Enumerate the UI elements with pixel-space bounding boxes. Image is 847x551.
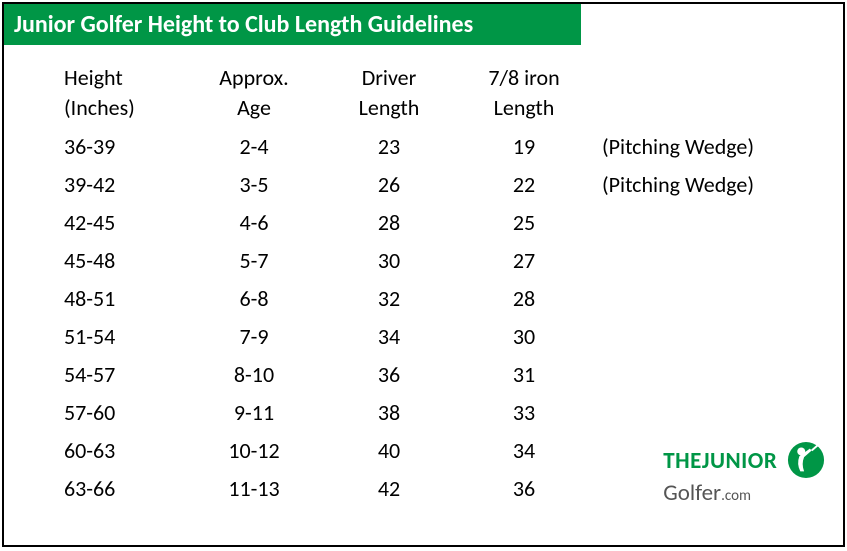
col-header-age-l2: Age — [184, 93, 324, 123]
col-header-driver-l2: Length — [324, 93, 454, 123]
cell-iron: 33 — [454, 399, 594, 426]
cell-note — [594, 209, 824, 236]
cell-age: 2-4 — [184, 133, 324, 160]
logo-dotcom: .com — [721, 487, 751, 505]
cell-iron: 22 — [454, 171, 594, 198]
cell-note — [594, 361, 824, 388]
cell-driver: 32 — [324, 285, 454, 312]
col-header-height-l1: Height — [64, 63, 184, 93]
cell-age: 10-12 — [184, 437, 324, 464]
cell-height: 36-39 — [44, 133, 184, 160]
cell-note: (Pitching Wedge) — [594, 133, 824, 160]
col-header-iron-l1: 7/8 iron — [454, 63, 594, 93]
cell-iron: 30 — [454, 323, 594, 350]
cell-note — [594, 399, 824, 426]
cell-driver: 42 — [324, 475, 454, 502]
cell-height: 63-66 — [44, 475, 184, 502]
cell-driver: 26 — [324, 171, 454, 198]
cell-note: (Pitching Wedge) — [594, 171, 824, 198]
cell-driver: 23 — [324, 133, 454, 160]
cell-iron: 19 — [454, 133, 594, 160]
cell-height: 57-60 — [44, 399, 184, 426]
cell-driver: 38 — [324, 399, 454, 426]
cell-age: 11-13 — [184, 475, 324, 502]
cell-height: 54-57 — [44, 361, 184, 388]
logo-line1: THEJUNIOR — [663, 441, 825, 484]
cell-iron: 27 — [454, 247, 594, 274]
cell-driver: 36 — [324, 361, 454, 388]
cell-height: 42-45 — [44, 209, 184, 236]
logo-the: THE — [663, 447, 702, 475]
golfer-icon — [787, 441, 825, 484]
cell-age: 9-11 — [184, 399, 324, 426]
logo-golfer: Golfer — [663, 479, 721, 507]
cell-driver: 28 — [324, 209, 454, 236]
logo-junior: JUNIOR — [702, 447, 777, 475]
col-header-driver-l1: Driver — [324, 63, 454, 93]
cell-age: 7-9 — [184, 323, 324, 350]
cell-age: 6-8 — [184, 285, 324, 312]
brand-logo: THEJUNIOR Golfer.com — [663, 441, 825, 505]
cell-age: 8-10 — [184, 361, 324, 388]
col-header-age: Approx. Age — [184, 63, 324, 122]
cell-note — [594, 323, 824, 350]
cell-iron: 28 — [454, 285, 594, 312]
table-body: Height (Inches) Approx. Age Driver Lengt… — [4, 45, 843, 502]
cell-height: 60-63 — [44, 437, 184, 464]
cell-iron: 36 — [454, 475, 594, 502]
cell-age: 4-6 — [184, 209, 324, 236]
cell-height: 48-51 — [44, 285, 184, 312]
cell-driver: 30 — [324, 247, 454, 274]
cell-iron: 34 — [454, 437, 594, 464]
col-header-iron-l2: Length — [454, 93, 594, 123]
col-header-iron: 7/8 iron Length — [454, 63, 594, 122]
col-header-driver: Driver Length — [324, 63, 454, 122]
col-header-height-l2: (Inches) — [64, 93, 184, 123]
cell-note — [594, 247, 824, 274]
table-container: Junior Golfer Height to Club Length Guid… — [2, 2, 845, 547]
col-header-height: Height (Inches) — [44, 63, 184, 122]
col-header-age-l1: Approx. — [184, 63, 324, 93]
col-header-note — [594, 63, 824, 122]
title-bar: Junior Golfer Height to Club Length Guid… — [4, 4, 581, 45]
cell-height: 39-42 — [44, 171, 184, 198]
cell-driver: 40 — [324, 437, 454, 464]
cell-age: 3-5 — [184, 171, 324, 198]
logo-line2: Golfer.com — [663, 482, 825, 505]
cell-note — [594, 285, 824, 312]
cell-age: 5-7 — [184, 247, 324, 274]
cell-driver: 34 — [324, 323, 454, 350]
cell-height: 45-48 — [44, 247, 184, 274]
cell-iron: 25 — [454, 209, 594, 236]
data-grid: Height (Inches) Approx. Age Driver Lengt… — [44, 63, 843, 502]
cell-height: 51-54 — [44, 323, 184, 350]
cell-iron: 31 — [454, 361, 594, 388]
